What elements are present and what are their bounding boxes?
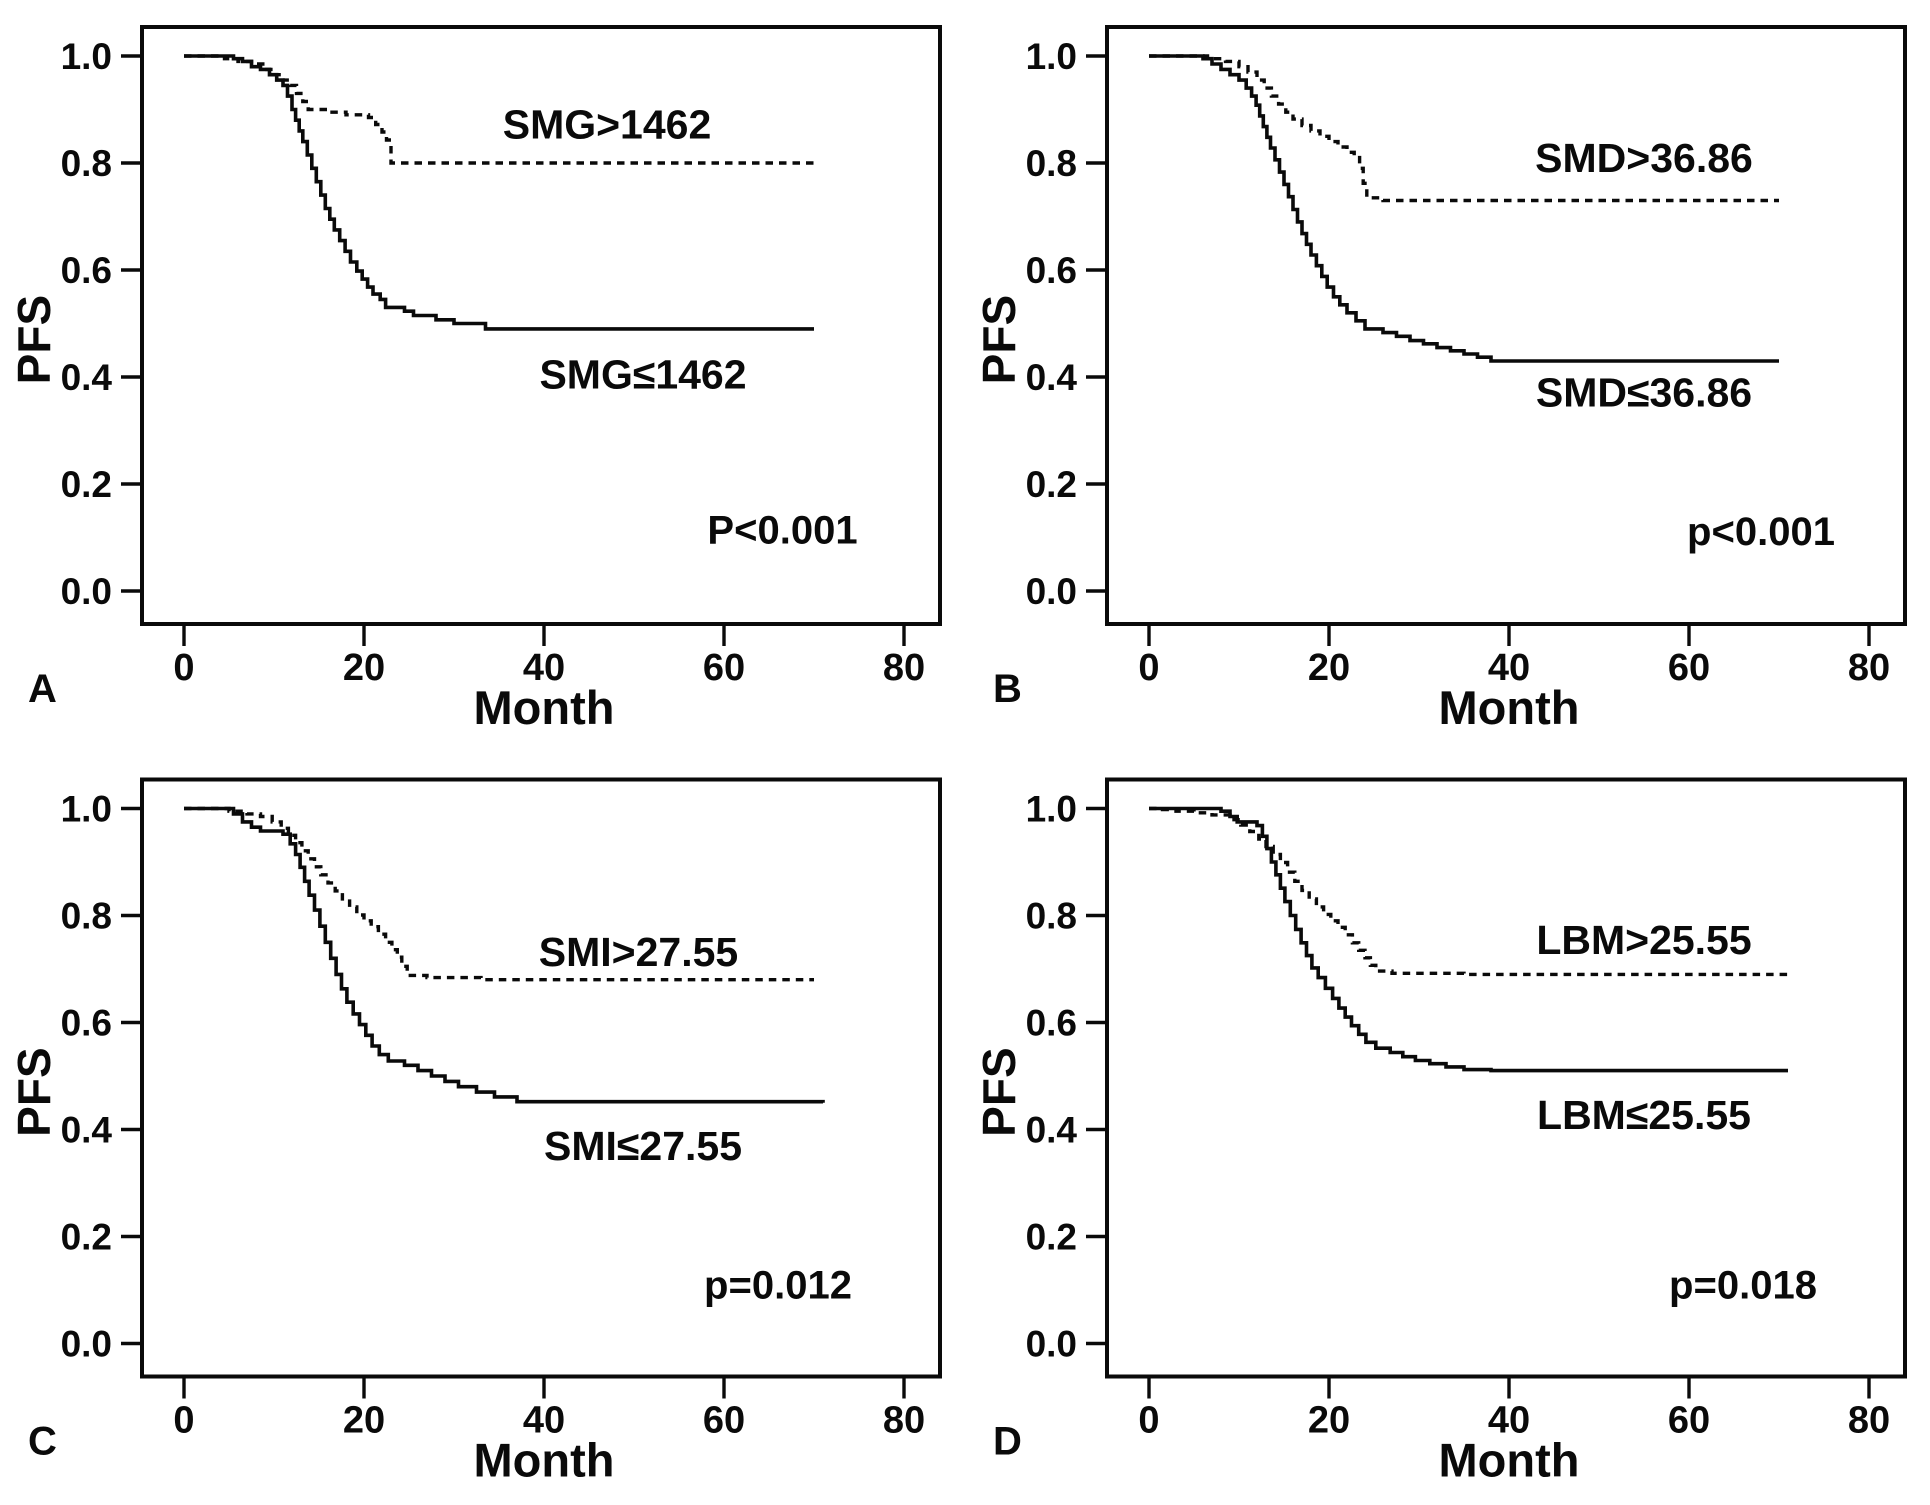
x-tick-label: 0 — [173, 647, 194, 689]
series-label: LBM>25.55 — [1536, 917, 1751, 963]
y-tick-label: 0.6 — [1026, 250, 1077, 291]
plot-frame — [140, 25, 942, 626]
x-tick-label: 60 — [1668, 647, 1710, 689]
y-tick-label: 0.4 — [61, 1109, 113, 1150]
x-tick-label: 80 — [883, 647, 925, 689]
x-tick-label: 20 — [1308, 1400, 1350, 1442]
x-tick-label: 40 — [523, 647, 565, 689]
x-tick-label: 0 — [173, 1400, 194, 1442]
y-tick-label: 1.0 — [1026, 788, 1077, 829]
km-plot-c: 0.0 0.2 0.4 0.6 0.8 1.0 0 20 40 60 80 PFS Month C SMI>… — [8, 777, 942, 1487]
x-axis-title: Month — [1439, 681, 1580, 734]
p-value-label: p=0.018 — [1669, 1264, 1817, 1308]
series-label: LBM≤25.55 — [1537, 1092, 1751, 1138]
x-tick-label: 60 — [703, 1400, 745, 1442]
y-tick-label: 0.2 — [61, 464, 112, 505]
panel-letter: B — [993, 667, 1022, 711]
y-tick-label: 0.0 — [61, 1323, 112, 1364]
km-curve-dashed — [1149, 806, 1788, 977]
y-axis-title: PFS — [8, 1047, 60, 1136]
y-tick-label: 0.6 — [1026, 1002, 1077, 1043]
km-curve-solid — [184, 806, 825, 1104]
y-axis-title: PFS — [973, 295, 1025, 384]
y-tick-label: 0.4 — [1026, 357, 1078, 398]
y-tick-label: 1.0 — [61, 36, 112, 77]
x-tick-label: 60 — [1668, 1400, 1710, 1442]
x-axis-title: Month — [474, 681, 615, 734]
x-tick-label: 40 — [523, 1400, 565, 1442]
x-tick-label: 0 — [1138, 647, 1159, 689]
y-tick-label: 0.0 — [1026, 571, 1077, 612]
panel-letter: C — [28, 1420, 57, 1464]
x-tick-label: 20 — [1308, 647, 1350, 689]
y-tick-label: 0.4 — [61, 357, 113, 398]
p-value-label: P<0.001 — [707, 508, 857, 552]
km-panel-b: 0.0 0.2 0.4 0.6 0.8 1.0 0 20 40 60 80 PFS Month B SMD>… — [965, 0, 1930, 752]
y-tick-label: 0.8 — [61, 895, 112, 936]
panel-letter: D — [993, 1420, 1022, 1464]
y-tick-label: 0.2 — [1026, 464, 1077, 505]
x-axis-title: Month — [1439, 1434, 1580, 1487]
series-label: SMD>36.86 — [1535, 135, 1753, 181]
y-tick-label: 0.2 — [61, 1216, 112, 1257]
panel-letter: A — [28, 667, 57, 711]
km-curve-solid — [184, 54, 814, 331]
p-value-label: p<0.001 — [1687, 510, 1835, 554]
x-tick-label: 0 — [1138, 1400, 1159, 1442]
km-plot-d: 0.0 0.2 0.4 0.6 0.8 1.0 0 20 40 60 80 PFS Month D LBM>… — [973, 777, 1907, 1487]
p-value-label: p=0.012 — [704, 1264, 852, 1308]
y-tick-label: 1.0 — [61, 788, 112, 829]
x-tick-label: 80 — [1848, 647, 1890, 689]
km-panel-d: 0.0 0.2 0.4 0.6 0.8 1.0 0 20 40 60 80 PFS Month D LBM>… — [965, 752, 1930, 1505]
km-panel-a: 0.0 0.2 0.4 0.6 0.8 1.0 0 20 40 60 80 PFS Month A SMG>… — [0, 0, 965, 752]
series-label: SMI>27.55 — [539, 929, 738, 975]
y-tick-label: 0.8 — [1026, 895, 1077, 936]
x-tick-label: 80 — [1848, 1400, 1890, 1442]
y-tick-label: 0.6 — [61, 1002, 112, 1043]
km-plot-b: 0.0 0.2 0.4 0.6 0.8 1.0 0 20 40 60 80 PFS Month B SMD>… — [973, 25, 1907, 734]
y-tick-label: 0.8 — [1026, 143, 1077, 184]
km-curve-solid — [1149, 54, 1779, 363]
km-plot-a: 0.0 0.2 0.4 0.6 0.8 1.0 0 20 40 60 80 PFS Month A SMG>… — [8, 25, 942, 734]
plot-frame — [1105, 777, 1907, 1379]
km-curve-dashed — [1149, 54, 1779, 203]
plot-frame — [1105, 25, 1907, 626]
x-tick-label: 40 — [1488, 647, 1530, 689]
x-tick-label: 80 — [883, 1400, 925, 1442]
y-tick-label: 0.4 — [1026, 1109, 1078, 1150]
y-tick-label: 0.2 — [1026, 1216, 1077, 1257]
x-tick-label: 40 — [1488, 1400, 1530, 1442]
km-panel-c: 0.0 0.2 0.4 0.6 0.8 1.0 0 20 40 60 80 PFS Month C SMI>… — [0, 752, 965, 1505]
series-label: SMD≤36.86 — [1536, 369, 1752, 415]
y-tick-label: 0.8 — [61, 143, 112, 184]
km-curve-solid — [1149, 806, 1788, 1073]
x-tick-label: 20 — [343, 647, 385, 689]
y-tick-label: 0.0 — [1026, 1323, 1077, 1364]
plot-frame — [140, 777, 942, 1379]
series-label: SMI≤27.55 — [544, 1123, 742, 1169]
x-axis-title: Month — [474, 1434, 615, 1487]
y-axis-title: PFS — [8, 295, 60, 384]
series-label: SMG≤1462 — [539, 352, 746, 398]
x-tick-label: 20 — [343, 1400, 385, 1442]
series-label: SMG>1462 — [503, 101, 712, 147]
y-tick-label: 0.6 — [61, 250, 112, 291]
km-curve-dashed — [184, 806, 814, 982]
y-axis-title: PFS — [973, 1047, 1025, 1136]
y-tick-label: 0.0 — [61, 571, 112, 612]
km-curve-dashed — [184, 54, 814, 165]
x-tick-label: 60 — [703, 647, 745, 689]
y-tick-label: 1.0 — [1026, 36, 1077, 77]
